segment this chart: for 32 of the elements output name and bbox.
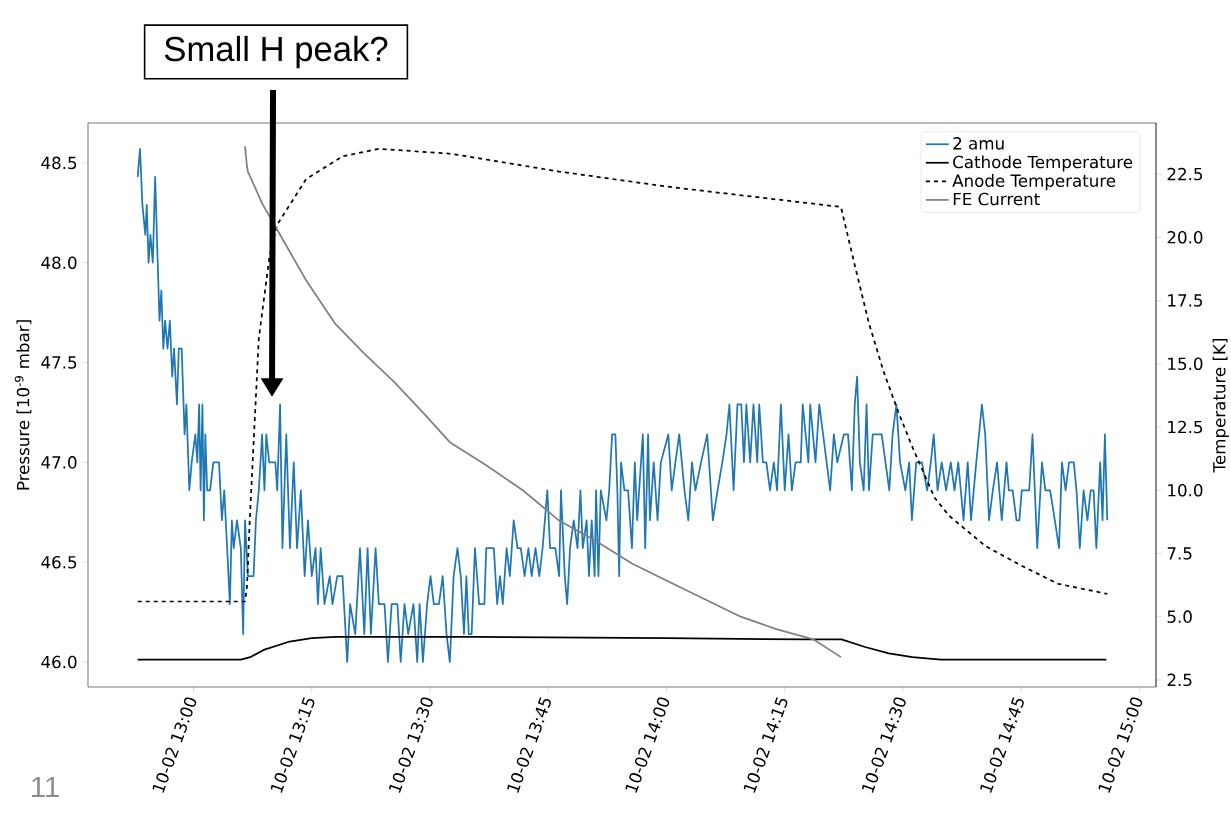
x-tick-label: 10-02 13:00 [152,697,197,793]
y2-tick-label: 5.0 [1167,610,1192,623]
legend-label: Anode Temperature [952,174,1116,191]
y-tick-label: 48.0 [41,256,77,270]
y2-axis-title: Temperature [K] [1212,339,1229,473]
y2-tick-label: 12.5 [1168,420,1203,434]
x-tick-label: 10-02 14:30 [862,697,906,793]
y-tick-label: 46.0 [41,655,77,669]
y2-tick-label: 7.5 [1167,547,1192,560]
y-tick-label: 46.5 [41,555,77,569]
legend-label: FE Current [953,192,1040,206]
text: Small H peak? [164,35,388,69]
y2-tick-label: 15.0 [1168,357,1203,371]
y-tick-label: 47.0 [41,456,77,469]
y2-tick-label: 17.5 [1168,294,1203,307]
x-tick-label: 10-02 13:15 [270,697,315,793]
x-tick-label: 10-02 13:45 [507,697,551,793]
y2-tick-label: 2.5 [1167,673,1192,687]
y-tick-label: 47.5 [41,356,77,369]
y2-tick-label: 22.5 [1167,167,1203,181]
y2-tick-label: 10.0 [1168,483,1203,497]
y-axis-title: Pressure [10$^{-9}$ mbar] [14,320,32,490]
x-tick-label: 10-02 14:45 [980,697,1024,793]
text: 11 [32,776,59,798]
x-tick-label: 10-02 13:30 [389,697,433,793]
x-tick-label: 10-02 15:00 [1098,697,1143,793]
legend-label: Cathode Temperature [953,155,1133,172]
legend-label: 2 amu [953,137,1004,150]
x-tick-label: 10-02 14:15 [743,697,788,793]
y2-tick-label: 20.0 [1167,230,1203,244]
y-tick-label: 48.5 [41,156,77,170]
x-tick-label: 10-02 14:00 [625,697,670,793]
